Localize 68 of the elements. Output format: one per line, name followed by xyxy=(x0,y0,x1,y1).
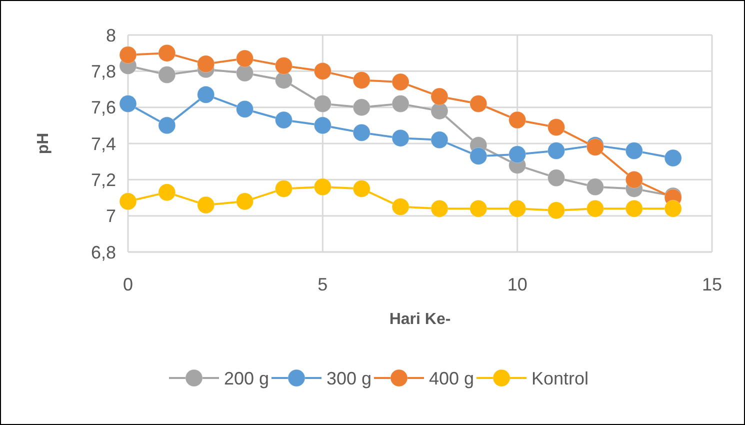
point xyxy=(197,55,215,73)
point xyxy=(508,146,526,164)
point xyxy=(352,180,370,198)
x-tick-label: 0 xyxy=(122,274,134,294)
point xyxy=(625,142,643,160)
point xyxy=(548,118,566,136)
y-tick-label: 7,4 xyxy=(90,134,116,154)
point xyxy=(625,200,643,218)
y-tick-label: 7 xyxy=(106,206,116,226)
point xyxy=(158,66,176,84)
y-tick-label: 8 xyxy=(106,25,116,46)
point xyxy=(625,170,643,188)
point xyxy=(430,200,448,218)
point xyxy=(392,198,410,216)
point xyxy=(119,46,137,64)
point xyxy=(430,102,448,120)
point xyxy=(236,64,254,82)
point xyxy=(508,200,526,218)
point xyxy=(548,142,566,160)
x-tick-label: 10 xyxy=(507,274,528,294)
point xyxy=(274,56,292,74)
point xyxy=(314,178,332,196)
point xyxy=(158,184,176,202)
point xyxy=(119,192,137,210)
point xyxy=(236,100,254,118)
y-tick-label: 7,6 xyxy=(90,98,116,118)
point xyxy=(236,192,254,210)
y-axis-title: pH xyxy=(35,132,52,154)
point xyxy=(352,71,370,89)
point xyxy=(236,50,254,68)
legend-label: 200 g xyxy=(224,368,270,388)
y-tick-label: 7,2 xyxy=(90,170,116,190)
point xyxy=(352,98,370,116)
point xyxy=(119,94,137,112)
legend-label: Kontrol xyxy=(532,368,589,388)
x-tick-label: 15 xyxy=(702,274,722,294)
point xyxy=(470,147,488,165)
point xyxy=(470,200,488,218)
point xyxy=(158,44,176,62)
point xyxy=(197,86,215,104)
y-tick-label: 7,8 xyxy=(90,61,116,82)
point xyxy=(508,111,526,129)
point xyxy=(352,124,370,142)
point xyxy=(392,73,410,91)
point xyxy=(548,169,566,187)
point xyxy=(548,202,566,220)
point xyxy=(314,94,332,112)
legend-label: 300 g xyxy=(326,368,372,388)
point xyxy=(274,71,292,89)
point xyxy=(392,129,410,147)
point xyxy=(430,131,448,149)
point xyxy=(274,180,292,198)
point xyxy=(314,62,332,80)
point xyxy=(392,94,410,112)
point xyxy=(314,116,332,134)
legend-label: 400 g xyxy=(429,368,474,388)
point xyxy=(586,200,604,218)
point xyxy=(274,111,292,129)
point xyxy=(430,88,448,106)
point xyxy=(586,178,604,196)
point xyxy=(197,196,215,214)
point xyxy=(158,116,176,134)
x-axis-title: Hari Ke- xyxy=(389,311,451,328)
point xyxy=(664,149,682,167)
x-tick-label: 5 xyxy=(318,274,328,294)
point xyxy=(664,200,682,218)
point xyxy=(470,94,488,112)
y-tick-label: 6,8 xyxy=(90,242,116,262)
